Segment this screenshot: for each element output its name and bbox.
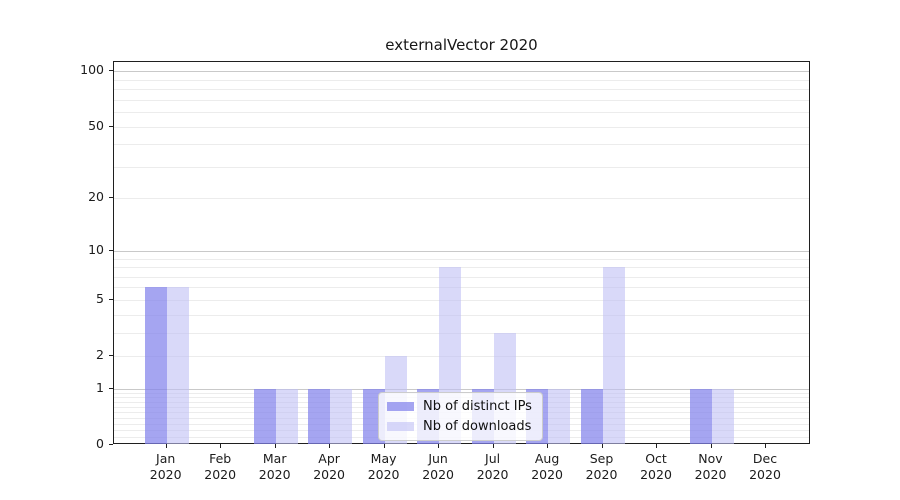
gridline-minor (114, 299, 809, 301)
x-tick-mark (656, 444, 657, 448)
y-tick-label-0: 0 (96, 436, 104, 451)
bar-distinct-ips-apr (308, 388, 331, 444)
gridline-minor (114, 126, 809, 128)
gridline-minor (114, 79, 809, 81)
gridline-minor (114, 258, 809, 260)
bar-downloads-nov (711, 388, 734, 444)
x-tick-mark (220, 444, 222, 448)
x-tick-mark (438, 444, 440, 448)
legend-swatch-distinct-ips (387, 402, 414, 411)
legend-item-distinct-ips: Nb of distinct IPs (387, 398, 532, 415)
x-tick-label-feb: Feb 2020 (204, 451, 237, 482)
x-tick-label-may: May 2020 (367, 451, 400, 482)
x-tick-mark (383, 444, 385, 448)
y-tick-mark (109, 444, 113, 445)
gridline-minor (114, 287, 809, 289)
y-tick-mark (109, 197, 113, 199)
gridline-minor (114, 144, 809, 146)
x-tick-mark (547, 444, 549, 448)
bar-downloads-mar (275, 388, 298, 444)
gridline-minor (114, 112, 809, 113)
y-tick-mark (109, 387, 113, 389)
gridline-minor (114, 89, 809, 91)
gridline-major (114, 71, 809, 73)
x-tick-label-oct: Oct 2020 (640, 451, 672, 482)
y-tick-mark (109, 355, 113, 356)
legend-label-downloads: Nb of downloads (423, 419, 532, 434)
gridline-major (114, 388, 809, 390)
bar-distinct-ips-mar (253, 388, 276, 444)
x-tick-label-apr: Apr 2020 (313, 451, 345, 482)
legend-item-downloads: Nb of downloads (387, 418, 532, 435)
x-tick-mark (765, 444, 766, 448)
y-tick-label-2: 2 (96, 347, 104, 362)
x-tick-label-nov: Nov 2020 (694, 451, 727, 482)
bar-downloads-aug (548, 388, 571, 444)
gridline-minor (114, 276, 809, 278)
bar-distinct-ips-jan (144, 287, 167, 444)
x-tick-label-sep: Sep 2020 (585, 451, 618, 482)
y-tick-label-50: 50 (88, 117, 104, 133)
gridline-minor (114, 356, 809, 357)
x-tick-mark (274, 444, 276, 448)
x-tick-label-jan: Jan 2020 (149, 451, 182, 482)
bar-distinct-ips-sep (580, 388, 603, 444)
plot-area (113, 61, 810, 444)
x-tick-mark (601, 444, 603, 448)
y-tick-mark (109, 298, 113, 300)
gridline-minor (114, 166, 809, 168)
gridline-minor (114, 267, 809, 268)
x-tick-label-mar: Mar 2020 (258, 451, 291, 482)
legend-swatch-downloads (387, 422, 414, 431)
x-tick-mark (492, 444, 494, 448)
x-tick-mark (165, 444, 167, 448)
chart-title: externalVector 2020 (385, 36, 538, 54)
x-tick-label-jun: Jun 2020 (422, 451, 454, 482)
x-tick-mark (329, 444, 331, 448)
gridline-minor (114, 332, 809, 334)
y-tick-mark (109, 249, 113, 251)
legend-label-distinct-ips: Nb of distinct IPs (423, 399, 532, 414)
y-tick-label-1: 1 (96, 379, 104, 395)
x-tick-label-jul: Jul 2020 (476, 451, 509, 482)
y-tick-mark (109, 125, 113, 127)
y-tick-label-10: 10 (88, 241, 104, 257)
x-tick-label-dec: Dec 2020 (749, 451, 781, 482)
x-tick-label-aug: Aug 2020 (531, 451, 563, 482)
gridline-minor (114, 99, 809, 101)
gridline-major (114, 250, 809, 252)
bar-downloads-sep (602, 267, 625, 444)
legend: Nb of distinct IPs Nb of downloads (378, 392, 543, 441)
bar-downloads-apr (330, 388, 353, 444)
gridline-minor (114, 198, 809, 200)
y-tick-mark (109, 70, 113, 72)
y-tick-label-100: 100 (80, 62, 104, 78)
bar-distinct-ips-nov (689, 388, 712, 444)
y-tick-label-20: 20 (88, 189, 104, 205)
y-tick-label-5: 5 (96, 290, 104, 306)
gridline-minor (114, 314, 809, 316)
x-tick-mark (710, 444, 712, 448)
bar-downloads-jan (166, 287, 189, 444)
